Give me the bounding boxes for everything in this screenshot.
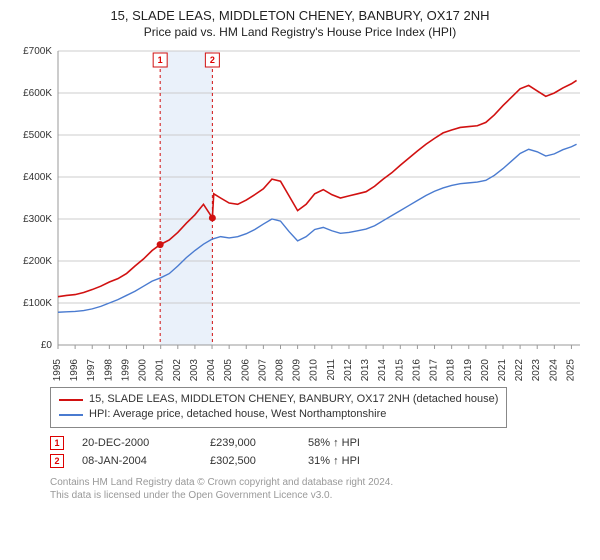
svg-text:2007: 2007	[257, 359, 268, 381]
svg-text:2003: 2003	[189, 359, 200, 381]
svg-text:2014: 2014	[377, 359, 388, 381]
svg-text:2000: 2000	[138, 359, 149, 381]
svg-text:£100K: £100K	[23, 298, 52, 309]
svg-text:£0: £0	[41, 340, 53, 351]
sale-price: £239,000	[210, 437, 290, 449]
svg-text:1995: 1995	[52, 359, 63, 381]
sale-badge: 1	[50, 436, 64, 450]
svg-text:2009: 2009	[292, 359, 303, 381]
legend-label: 15, SLADE LEAS, MIDDLETON CHENEY, BANBUR…	[89, 392, 498, 407]
svg-text:1997: 1997	[86, 359, 97, 381]
svg-text:2018: 2018	[446, 359, 457, 381]
chart-container: £0 £100K £200K £300K £400K £500K £600K £700K 199…	[12, 45, 588, 381]
svg-text:2011: 2011	[326, 359, 337, 381]
svg-text:1999: 1999	[120, 359, 131, 381]
legend-swatch	[59, 414, 83, 416]
svg-text:1998: 1998	[103, 359, 114, 381]
legend: 15, SLADE LEAS, MIDDLETON CHENEY, BANBUR…	[50, 387, 507, 428]
svg-text:2001: 2001	[155, 359, 166, 381]
svg-text:2005: 2005	[223, 359, 234, 381]
sale-price: £302,500	[210, 455, 290, 467]
title-sub: Price paid vs. HM Land Registry's House …	[12, 25, 588, 39]
sales-table: 1 20-DEC-2000 £239,000 58% ↑ HPI 2 08-JAN-200…	[50, 436, 584, 468]
svg-text:2022: 2022	[514, 359, 525, 381]
sale-row: 1 20-DEC-2000 £239,000 58% ↑ HPI	[50, 436, 584, 450]
legend-item: HPI: Average price, detached house, West…	[59, 407, 498, 422]
svg-text:2023: 2023	[531, 359, 542, 381]
sale-pct: 31% ↑ HPI	[308, 455, 360, 467]
sale-date: 20-DEC-2000	[82, 437, 192, 449]
svg-text:2002: 2002	[172, 359, 183, 381]
legend-item: 15, SLADE LEAS, MIDDLETON CHENEY, BANBUR…	[59, 392, 498, 407]
svg-text:2012: 2012	[343, 359, 354, 381]
footer-line1: Contains HM Land Registry data © Crown c…	[50, 476, 584, 489]
svg-text:£600K: £600K	[23, 88, 52, 99]
svg-text:2016: 2016	[411, 359, 422, 381]
sale-pct: 58% ↑ HPI	[308, 437, 360, 449]
svg-text:2010: 2010	[309, 359, 320, 381]
footer-line2: This data is licensed under the Open Gov…	[50, 489, 584, 502]
chart-titles: 15, SLADE LEAS, MIDDLETON CHENEY, BANBUR…	[12, 8, 588, 39]
legend-label: HPI: Average price, detached house, West…	[89, 407, 386, 422]
svg-text:2013: 2013	[360, 359, 371, 381]
footer-attribution: Contains HM Land Registry data © Crown c…	[50, 476, 584, 502]
svg-text:2006: 2006	[240, 359, 251, 381]
sale-date: 08-JAN-2004	[82, 455, 192, 467]
legend-swatch	[59, 399, 83, 401]
svg-text:£400K: £400K	[23, 172, 52, 183]
svg-text:2015: 2015	[394, 359, 405, 381]
svg-text:2020: 2020	[480, 359, 491, 381]
svg-text:2008: 2008	[274, 359, 285, 381]
sale-row: 2 08-JAN-2004 £302,500 31% ↑ HPI	[50, 454, 584, 468]
svg-text:2025: 2025	[565, 359, 576, 381]
sale-badge: 2	[50, 454, 64, 468]
svg-text:2: 2	[210, 55, 215, 65]
price-chart: £0 £100K £200K £300K £400K £500K £600K £700K 199…	[12, 45, 588, 381]
svg-text:£200K: £200K	[23, 256, 52, 267]
svg-text:£700K: £700K	[23, 46, 52, 57]
svg-text:1996: 1996	[69, 359, 80, 381]
svg-text:£300K: £300K	[23, 214, 52, 225]
svg-text:2019: 2019	[463, 359, 474, 381]
svg-text:£500K: £500K	[23, 130, 52, 141]
svg-text:2024: 2024	[548, 359, 559, 381]
title-main: 15, SLADE LEAS, MIDDLETON CHENEY, BANBUR…	[12, 8, 588, 23]
svg-text:2021: 2021	[497, 359, 508, 381]
svg-text:2017: 2017	[429, 359, 440, 381]
svg-text:1: 1	[158, 55, 163, 65]
svg-text:2004: 2004	[206, 359, 217, 381]
